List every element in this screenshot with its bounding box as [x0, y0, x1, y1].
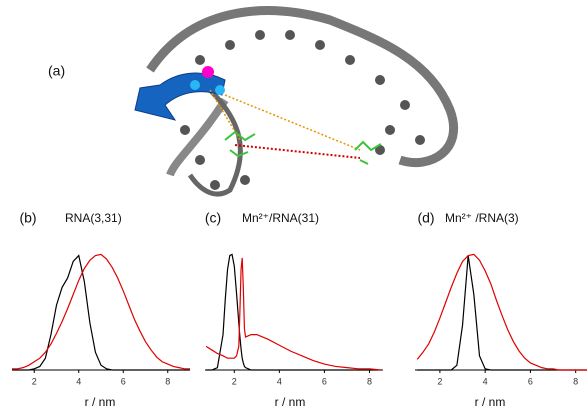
x-tick-label: 6 — [121, 376, 126, 386]
x-tick-label: 8 — [367, 376, 372, 386]
label-atom — [215, 85, 225, 95]
x-tick-label: 8 — [573, 376, 578, 386]
distribution-line — [417, 256, 587, 370]
distribution-line — [206, 258, 381, 370]
chart-title: Mn²⁺/RNA(31) — [242, 211, 319, 225]
molecule-image: (a) — [48, 11, 454, 194]
panel-label: (b) — [19, 210, 36, 226]
panel-label: (c) — [205, 210, 221, 226]
mn-ion — [202, 66, 214, 78]
x-tick-label: 2 — [232, 376, 237, 386]
x-tick-label: 2 — [437, 376, 442, 386]
x-axis-label: r / nm — [85, 395, 116, 409]
x-axis-label: r / nm — [275, 395, 306, 409]
distribution-line — [417, 254, 587, 370]
x-tick-label: 6 — [322, 376, 327, 386]
distance-line — [225, 95, 360, 150]
x-tick-label: 8 — [165, 376, 170, 386]
distance-line — [235, 145, 360, 158]
distribution-line — [12, 254, 190, 368]
x-tick-label: 2 — [32, 376, 37, 386]
figure: (a) (b) RNA(3,31) 2 4 6 8 r / nm (c) Mn²⁺/RNA(31… — [0, 0, 587, 411]
panel-label: (a) — [48, 63, 65, 79]
panel-label: (d) — [417, 210, 434, 226]
chart-title: RNA(3,31) — [65, 211, 122, 225]
spin-label — [225, 132, 381, 164]
x-tick-label: 4 — [76, 376, 81, 386]
x-tick-label: 4 — [483, 376, 488, 386]
distribution-line — [12, 256, 190, 370]
x-tick-label: 6 — [528, 376, 533, 386]
label-atom — [190, 80, 200, 90]
x-tick-label: 4 — [277, 376, 282, 386]
chart-title: Mn²⁺ /RNA(3) — [445, 211, 519, 225]
x-axis-label: r / nm — [475, 395, 506, 409]
